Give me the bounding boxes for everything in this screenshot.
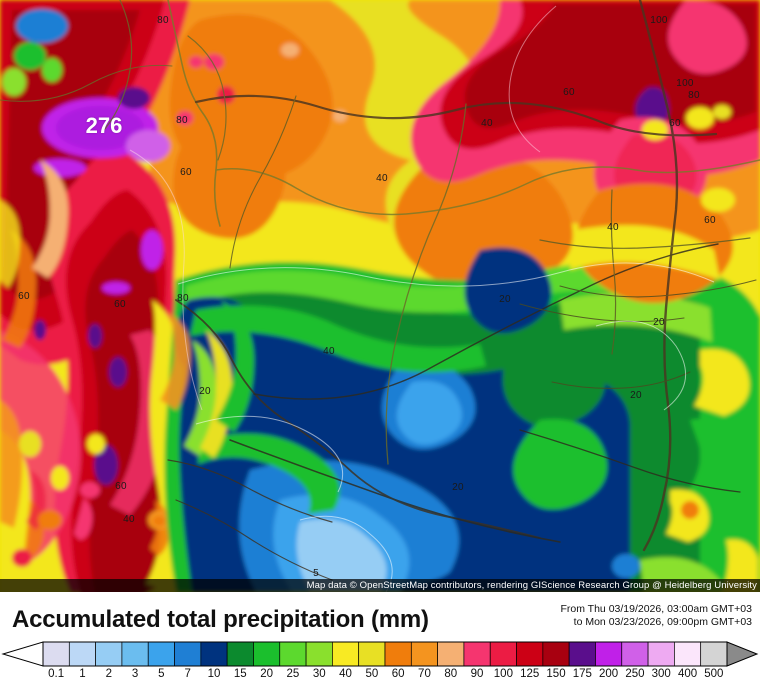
colorbar-tick: 200 (599, 668, 619, 680)
contour-label: 100 (650, 15, 668, 26)
peak-value-label: 276 (85, 113, 123, 138)
contour-label: 20 (199, 386, 211, 397)
date-range-from: From Thu 03/19/2026, 03:00am GMT+03 (560, 603, 752, 615)
contour-label: 60 (115, 481, 127, 492)
colorbar-tick: 5 (158, 668, 165, 680)
map-raster (0, 0, 760, 592)
contour-label: 100 (676, 78, 694, 89)
colorbar-tick: 3 (131, 668, 139, 680)
contour-label: 60 (180, 167, 192, 178)
colorbar-tick: 2 (105, 668, 112, 680)
colorbar-tick: 70 (418, 668, 431, 680)
contour-label: 20 (499, 294, 511, 305)
colorbar-tick: 0.1 (48, 668, 65, 680)
date-range: From Thu 03/19/2026, 03:00am GMT+03 to M… (560, 603, 752, 629)
colorbar-tick: 500 (704, 668, 724, 680)
colorbar-tick: 1 (79, 668, 86, 680)
colorbar-tick: 25 (286, 668, 300, 680)
colorbar-tick: 150 (546, 668, 566, 680)
contour-label: 20 (452, 482, 464, 493)
contour-label: 80 (688, 90, 700, 101)
colorbar-tick: 60 (391, 668, 405, 680)
contour-label: 40 (481, 118, 493, 129)
colorbar-tick: 125 (520, 668, 540, 680)
page-title: Accumulated total precipitation (mm) (12, 606, 429, 633)
legend-footer: Accumulated total precipitation (mm) Fro… (0, 592, 760, 690)
colorbar-tick: 175 (572, 668, 592, 680)
colorbar-tick: 20 (260, 668, 274, 680)
contour-label: 80 (177, 293, 189, 304)
contour-label: 20 (630, 390, 642, 401)
colorbar-tick: 50 (365, 668, 379, 680)
colorbar-tick: 90 (470, 668, 484, 680)
colorbar-tick: 400 (677, 668, 698, 680)
colorbar[interactable]: 0.1 1 2 3 5 7 10 15 20 25 30 40 50 60 70 80 90 100 125 150 1… (0, 639, 760, 690)
contour-label: 60 (669, 118, 681, 129)
contour-label: 60 (114, 299, 126, 310)
colorbar-tick: 300 (651, 668, 671, 680)
contour-label: 60 (704, 215, 716, 226)
contour-label: 40 (323, 346, 335, 357)
precipitation-map[interactable]: 276 80 80 60 40 40 60 100 100 80 60 40 60 20 20 60 80 60… (0, 0, 760, 592)
colorbar-tick: 100 (493, 668, 513, 680)
contour-label: 60 (18, 291, 30, 302)
contour-label: 40 (376, 173, 388, 184)
contour-label: 80 (157, 15, 169, 26)
map-attribution: Map data © OpenStreetMap contributors, r… (0, 579, 760, 592)
colorbar-tick: 7 (184, 668, 191, 680)
contour-label: 5 (313, 568, 319, 579)
colorbar-tick: 80 (444, 668, 458, 680)
contour-label: 20 (653, 317, 665, 328)
colorbar-tick: 250 (625, 668, 645, 680)
contour-label: 40 (123, 514, 135, 525)
date-range-to: to Mon 03/23/2026, 09:00pm GMT+03 (573, 616, 752, 628)
colorbar-tick-labels: 0.1 1 2 3 5 7 10 15 20 25 30 40 50 60 70 80 90 100 125 150 1… (0, 668, 760, 690)
colorbar-tick: 30 (312, 668, 326, 680)
contour-label: 40 (607, 222, 619, 233)
colorbar-tick: 40 (339, 668, 352, 680)
colorbar-tick: 10 (207, 668, 221, 680)
contour-label: 60 (563, 87, 575, 98)
colorbar-tick: 15 (233, 668, 247, 680)
contour-label: 80 (176, 115, 188, 126)
colorbar-swatches (1, 641, 759, 667)
